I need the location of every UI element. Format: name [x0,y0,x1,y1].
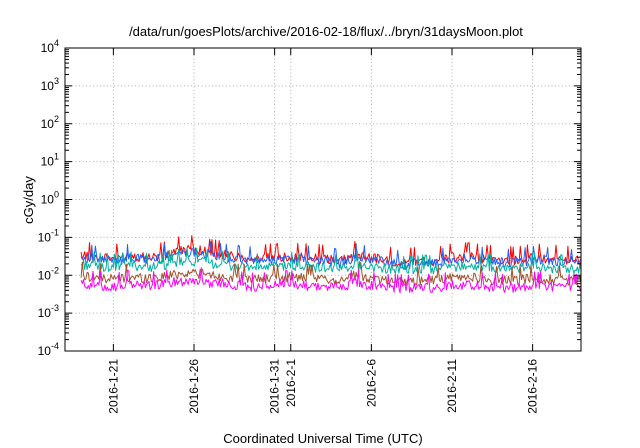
chart-title: /data/run/goesPlots/archive/2016-02-18/f… [129,24,523,39]
y-tick-label: 102 [41,114,59,131]
x-axis-tick-labels: 2016-1-21 2016-1-26 2016-1-31 2016-2-1 2016-… [106,359,539,414]
series-lines [80,235,582,294]
grid [65,48,581,351]
series-line-3 [80,247,582,275]
x-tick-label: 2016-2-1 [284,359,298,407]
x-tick-label: 2016-1-21 [106,359,120,414]
x-tick-label: 2016-1-26 [187,359,201,414]
series-line-4 [80,261,582,286]
axis-ticks [65,47,581,352]
x-tick-label: 2016-2-11 [445,359,459,413]
series-line-1 [80,235,582,267]
y-tick-label: 10-3 [38,303,59,320]
y-tick-label: 10-1 [38,227,59,244]
x-tick-label: 2016-2-6 [364,359,378,407]
y-tick-label: 100 [41,190,59,207]
x-tick-label: 2016-1-31 [268,359,282,414]
series-line-2 [80,241,582,271]
x-tick-label: 2016-2-16 [526,359,540,414]
y-axis-tick-labels: 10-4 10-3 10-2 10-1 100 101 102 103 104 [38,38,59,358]
series-line-5 [80,267,582,294]
y-tick-label: 10-4 [38,341,59,358]
y-tick-label: 10-2 [38,265,59,282]
y-axis-label: cGy/day [21,176,36,224]
y-tick-label: 103 [41,76,59,93]
x-axis-label: Coordinated Universal Time (UTC) [223,431,422,446]
y-tick-label: 101 [41,152,59,169]
y-tick-label: 104 [41,38,59,55]
